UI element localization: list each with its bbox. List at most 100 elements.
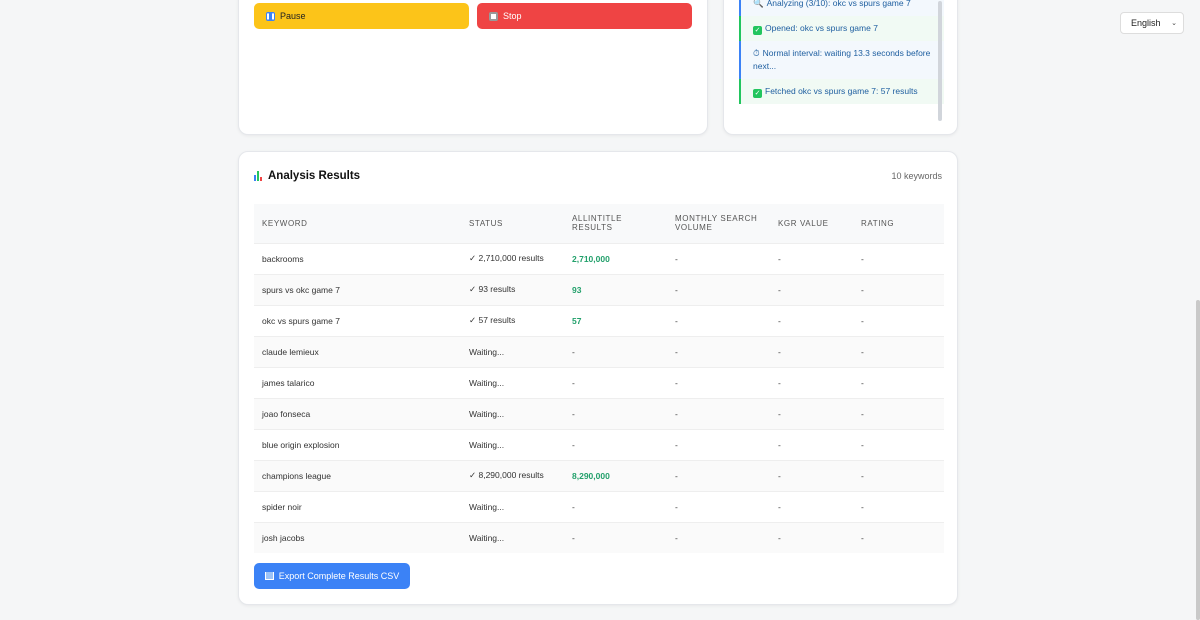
language-select[interactable]: English ⌄ xyxy=(1120,12,1184,34)
results-header: Analysis Results 10 keywords xyxy=(254,168,942,184)
results-table-body: backrooms ✓ 2,710,000 results 2,710,000 - - -… xyxy=(254,243,944,553)
cell-volume: - xyxy=(675,253,678,264)
cell-kgr: - xyxy=(778,408,781,419)
cell-volume: - xyxy=(675,315,678,326)
cell-allintitle: - xyxy=(572,377,575,388)
pause-label: Pause xyxy=(280,11,306,21)
column-header-volume: MONTHLY SEARCH VOLUME xyxy=(675,214,758,233)
check-icon: ✓ xyxy=(753,89,762,98)
cell-kgr: - xyxy=(778,346,781,357)
cell-rating: - xyxy=(861,501,864,512)
table-row: spider noir Waiting... - - - - xyxy=(254,491,944,522)
log-entry-text: Opened: okc vs spurs game 7 xyxy=(765,23,878,33)
column-header-rating: RATING xyxy=(861,218,895,228)
cell-keyword: josh jacobs xyxy=(262,532,305,543)
cell-kgr: - xyxy=(778,532,781,543)
cell-rating: - xyxy=(861,470,864,481)
cell-rating: - xyxy=(861,408,864,419)
cell-keyword: james talarico xyxy=(262,377,315,388)
cell-rating: - xyxy=(861,532,864,543)
table-row: champions league ✓ 8,290,000 results 8,290… xyxy=(254,460,944,491)
cell-allintitle: - xyxy=(572,346,575,357)
cell-allintitle: - xyxy=(572,439,575,450)
cell-volume: - xyxy=(675,439,678,450)
export-csv-button[interactable]: Export Complete Results CSV xyxy=(254,563,410,589)
log-entry-text: Analyzing (3/10): okc vs spurs game 7 xyxy=(766,0,911,8)
pause-icon: ❚❚ xyxy=(265,11,276,21)
stop-button[interactable]: Stop xyxy=(477,3,692,29)
log-entry: ✓ Fetched okc vs spurs game 7: 57 results xyxy=(739,79,944,104)
log-entry: ⏱ Normal interval: waiting 13.3 seconds b… xyxy=(739,41,944,79)
results-panel: Analysis Results 10 keywords KEYWORD STA… xyxy=(238,151,958,605)
log-entry-text: Normal interval: waiting 13.3 seconds be… xyxy=(753,48,931,71)
column-header-keyword: KEYWORD xyxy=(262,218,308,228)
cell-volume: - xyxy=(675,346,678,357)
table-row: spurs vs okc game 7 ✓ 93 results 93 - - - xyxy=(254,274,944,305)
cell-volume: - xyxy=(675,284,678,295)
results-title-text: Analysis Results xyxy=(268,170,361,182)
download-tray-icon xyxy=(264,572,274,580)
bar-chart-icon xyxy=(254,171,262,181)
cell-keyword: spider noir xyxy=(262,501,302,512)
cell-volume: - xyxy=(675,532,678,543)
cell-status: Waiting... xyxy=(469,439,505,450)
controls-panel: ❚❚ Pause Stop xyxy=(238,0,708,135)
cell-allintitle: 2,710,000 xyxy=(572,253,610,264)
cell-status: ✓ 2,710,000 results xyxy=(469,253,544,263)
table-row: okc vs spurs game 7 ✓ 57 results 57 - - - xyxy=(254,305,944,336)
column-header-allintitle: ALLINTITLE RESULTS xyxy=(572,214,623,233)
column-header-kgr: KGR VALUE xyxy=(778,218,829,228)
check-icon: ✓ xyxy=(753,26,762,35)
cell-allintitle: 8,290,000 xyxy=(572,470,610,481)
cell-kgr: - xyxy=(778,377,781,388)
log-entry-text: Fetched okc vs spurs game 7: 57 results xyxy=(765,86,918,96)
search-icon: 🔍 xyxy=(753,0,764,8)
cell-allintitle: 57 xyxy=(572,315,582,326)
cell-keyword: backrooms xyxy=(262,253,304,264)
page-scrollbar[interactable] xyxy=(1196,300,1200,620)
cell-volume: - xyxy=(675,470,678,481)
column-header-status: STATUS xyxy=(469,218,503,228)
table-header-row: KEYWORD STATUS ALLINTITLE RESULTS MONTHL… xyxy=(254,204,944,243)
cell-status: Waiting... xyxy=(469,532,505,543)
activity-log[interactable]: 🔍 Analyzing (3/10): okc vs spurs game 7 ✓ O… xyxy=(739,0,944,121)
cell-status: ✓ 57 results xyxy=(469,315,516,325)
cell-allintitle: - xyxy=(572,408,575,419)
cell-volume: - xyxy=(675,501,678,512)
cell-allintitle: - xyxy=(572,501,575,512)
cell-volume: - xyxy=(675,377,678,388)
cell-keyword: joao fonseca xyxy=(262,408,311,419)
cell-keyword: blue origin explosion xyxy=(262,439,340,450)
language-selected: English xyxy=(1131,18,1161,28)
table-row: claude lemieux Waiting... - - - - xyxy=(254,336,944,367)
cell-status: Waiting... xyxy=(469,377,505,388)
cell-keyword: claude lemieux xyxy=(262,346,319,357)
cell-status: ✓ 93 results xyxy=(469,284,516,294)
chevron-down-icon: ⌄ xyxy=(1171,20,1177,27)
cell-status: Waiting... xyxy=(469,346,505,357)
table-row: blue origin explosion Waiting... - - - - xyxy=(254,429,944,460)
export-label: Export Complete Results CSV xyxy=(278,571,400,581)
cell-rating: - xyxy=(861,439,864,450)
cell-rating: - xyxy=(861,346,864,357)
cell-volume: - xyxy=(675,408,678,419)
cell-kgr: - xyxy=(778,315,781,326)
cell-status: Waiting... xyxy=(469,501,505,512)
cell-kgr: - xyxy=(778,253,781,264)
cell-rating: - xyxy=(861,315,864,326)
cell-kgr: - xyxy=(778,284,781,295)
table-row: backrooms ✓ 2,710,000 results 2,710,000 - - - xyxy=(254,243,944,274)
cell-rating: - xyxy=(861,253,864,264)
log-entry: 🔍 Analyzing (3/10): okc vs spurs game 7 xyxy=(739,0,944,16)
cell-status: Waiting... xyxy=(469,408,505,419)
cell-keyword: champions league xyxy=(262,470,331,481)
table-row: james talarico Waiting... - - - - xyxy=(254,367,944,398)
results-table: KEYWORD STATUS ALLINTITLE RESULTS MONTHL… xyxy=(254,204,944,553)
cell-rating: - xyxy=(861,377,864,388)
pause-button[interactable]: ❚❚ Pause xyxy=(254,3,469,29)
cell-allintitle: 93 xyxy=(572,284,582,295)
table-row: joao fonseca Waiting... - - - - xyxy=(254,398,944,429)
cell-status: ✓ 8,290,000 results xyxy=(469,470,544,480)
cell-kgr: - xyxy=(778,470,781,481)
log-scrollbar[interactable] xyxy=(938,1,942,121)
